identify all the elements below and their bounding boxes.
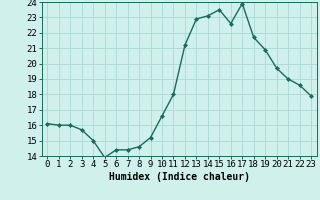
X-axis label: Humidex (Indice chaleur): Humidex (Indice chaleur) — [109, 172, 250, 182]
